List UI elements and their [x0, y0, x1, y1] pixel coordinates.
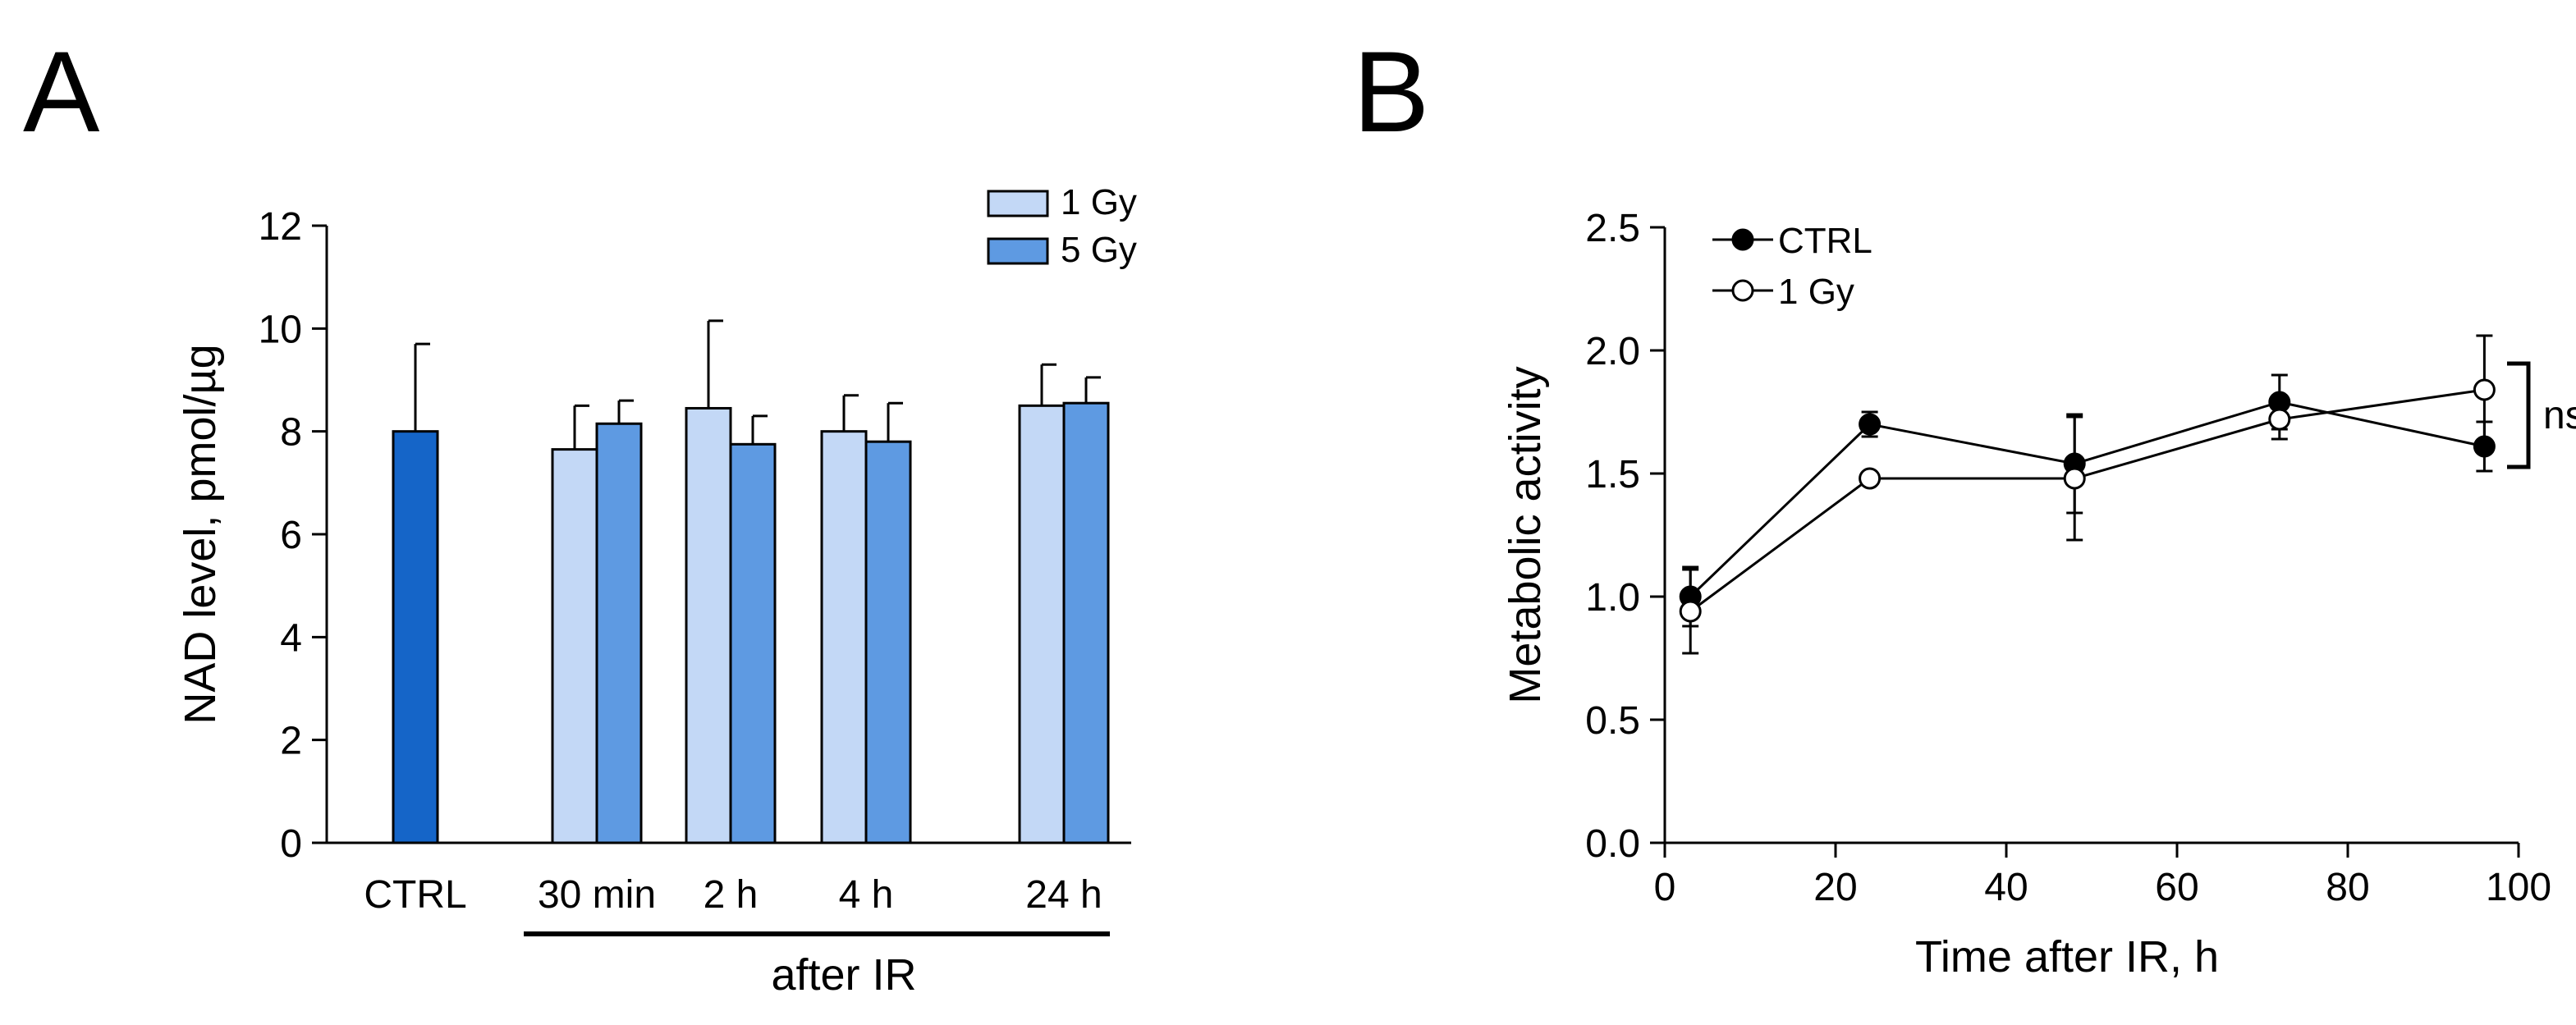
- legend-label-1-gy: 1 Gy: [1061, 182, 1137, 222]
- bar-5-gy-2-h: [729, 442, 777, 844]
- y-axis-label: NAD level, pmol/µg: [176, 344, 225, 724]
- bar-1-gy-24-h: [1018, 404, 1066, 844]
- data-point-ctrl: [1859, 413, 1882, 436]
- panel-label-b: B: [1353, 27, 1429, 156]
- bar-5-gy-24-h: [1062, 401, 1110, 844]
- bar-1-gy-2-h: [685, 406, 732, 844]
- data-point-1-gy: [1859, 467, 1882, 490]
- series-line-1-gy: [1689, 388, 2485, 613]
- bar-chart-nad-level: 0 2 4 6 8 10 12 NAD level, pmol/µg CTRL 30 min 2 h…: [176, 182, 1137, 1000]
- x-tick-label: 0: [1654, 866, 1676, 909]
- y-tick-label: 0.0: [1585, 822, 1640, 866]
- legend-swatch-5-gy: [987, 237, 1049, 265]
- y-tick-label: 0: [280, 822, 302, 866]
- y-tick-label: 0.5: [1585, 699, 1640, 743]
- x-tick-label: 20: [1813, 866, 1857, 909]
- data-point-1-gy: [2473, 378, 2496, 401]
- data-point-1-gy: [2268, 408, 2291, 431]
- data-point-1-gy: [1679, 600, 1702, 623]
- bar-ctrl: [392, 430, 439, 844]
- y-tick-label: 12: [259, 205, 302, 249]
- x-tick-label-4-h: 4 h: [839, 873, 894, 917]
- y-tick-label: 2.0: [1585, 330, 1640, 373]
- legend-label-1-gy: 1 Gy: [1778, 272, 1854, 312]
- bar-1-gy-4-h: [820, 430, 868, 844]
- x-tick-label: 60: [2155, 866, 2198, 909]
- x-axis-label: Time after IR, h: [1915, 932, 2219, 982]
- y-tick-label: 4: [280, 616, 302, 660]
- x-tick-label: 100: [2486, 866, 2551, 909]
- bar-5-gy-30-min: [595, 422, 643, 844]
- legend-marker-ctrl: [1731, 228, 1754, 251]
- x-tick-label-ctrl: CTRL: [364, 873, 466, 917]
- data-point-1-gy: [2063, 467, 2086, 490]
- x-tick-label-24-h: 24 h: [1025, 873, 1102, 917]
- x-tick-label: 80: [2326, 866, 2369, 909]
- y-tick-label: 2.5: [1585, 207, 1640, 250]
- data-point-ctrl: [2473, 435, 2496, 458]
- y-tick-label: 8: [280, 411, 302, 455]
- legend-label-5-gy: 5 Gy: [1061, 230, 1137, 270]
- x-tick-label-2-h: 2 h: [704, 873, 759, 917]
- y-tick-label: 1.0: [1585, 576, 1640, 620]
- legend-marker-1-gy: [1731, 279, 1754, 302]
- bar-1-gy-30-min: [551, 448, 598, 844]
- series-line-ctrl: [1689, 400, 2485, 598]
- y-tick-label: 2: [280, 720, 302, 763]
- y-tick-label: 1.5: [1585, 453, 1640, 496]
- y-axis-label: Metabolic activity: [1501, 366, 1550, 703]
- group-label: after IR: [771, 950, 916, 1000]
- panel-label-a: A: [23, 27, 100, 156]
- significance-bracket: [2507, 361, 2531, 469]
- legend-label-ctrl: CTRL: [1778, 221, 1872, 261]
- significance-label: ns: [2543, 394, 2576, 437]
- line-chart-metabolic-activity: 0.0 0.5 1.0 1.5 2.0 2.5 0 20 40 60 80 100 Time after…: [1501, 207, 2576, 982]
- x-tick-label-30-min: 30 min: [538, 873, 656, 917]
- y-tick-label: 10: [259, 308, 302, 351]
- bar-5-gy-4-h: [864, 440, 912, 844]
- y-tick-label: 6: [280, 514, 302, 557]
- x-tick-label: 40: [1984, 866, 2028, 909]
- legend-swatch-1-gy: [987, 190, 1049, 217]
